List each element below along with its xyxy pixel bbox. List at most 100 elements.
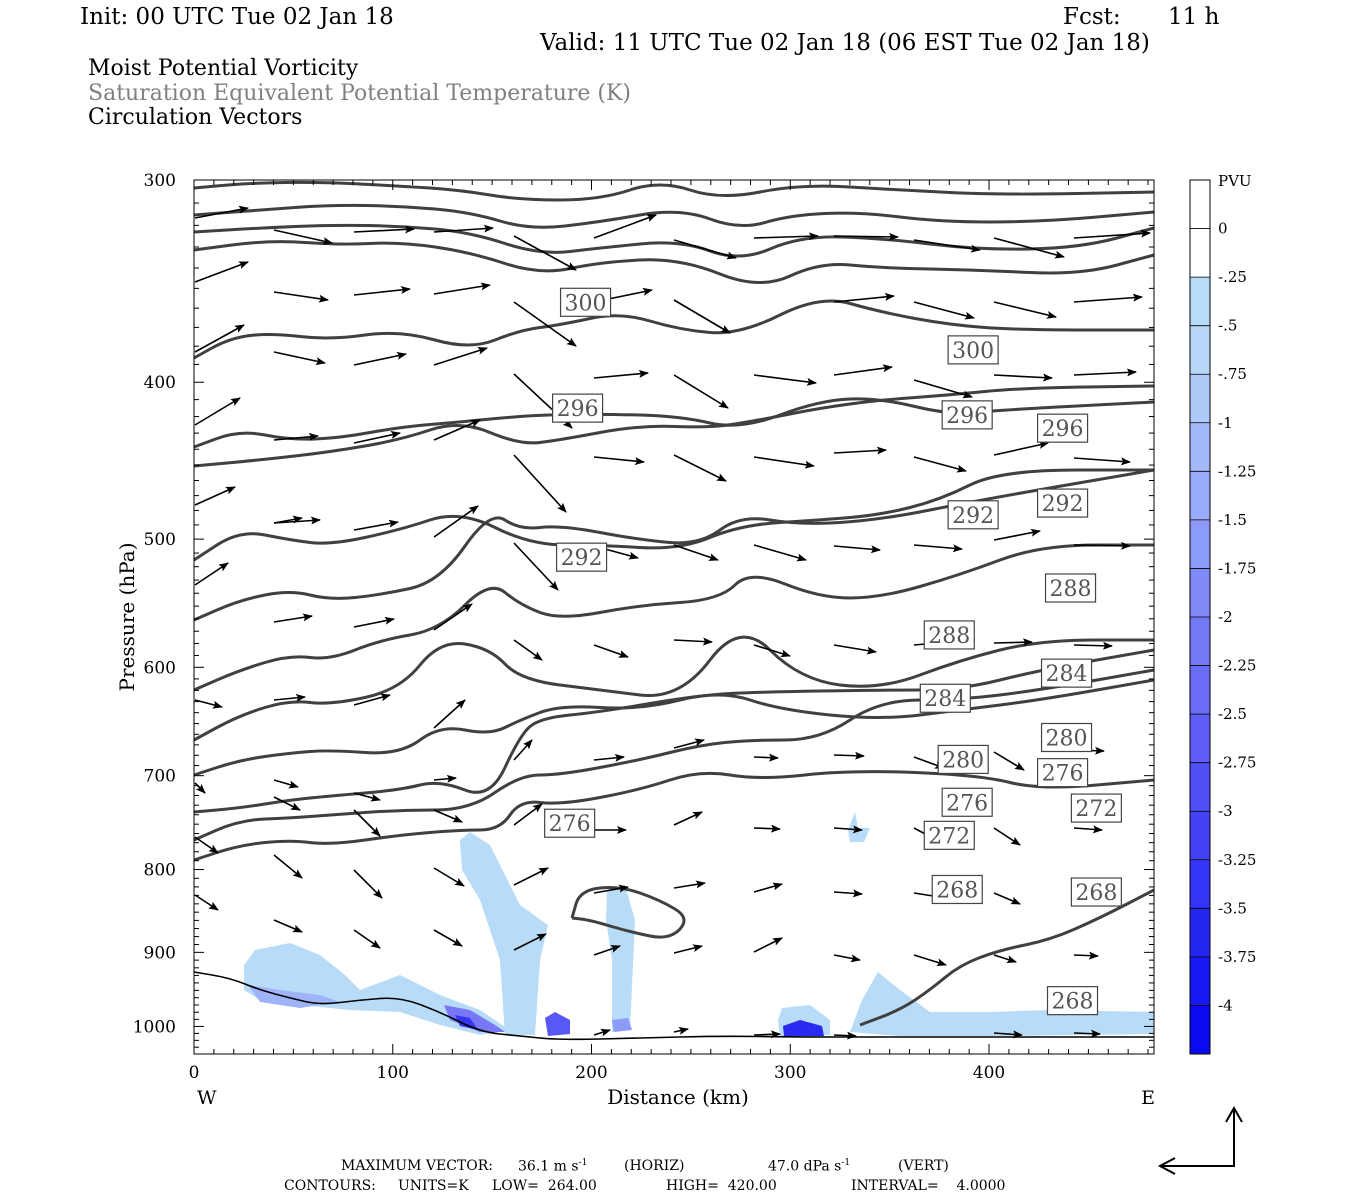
y-tick-label-400: 400 xyxy=(144,373,176,393)
circulation-vector-30 xyxy=(353,693,391,706)
contour-label-box-16 xyxy=(544,808,596,838)
colorbar-swatch-9 xyxy=(1190,617,1210,667)
circulation-vector-20 xyxy=(353,431,401,444)
circulation-vector-109 xyxy=(993,373,1053,382)
colorbar-swatch-0 xyxy=(1190,180,1210,230)
colorbar-title: PVU xyxy=(1218,172,1252,190)
contour-label-box-10 xyxy=(1040,658,1093,688)
circulation-vector-21 xyxy=(433,419,481,441)
contour-label-19: 268 xyxy=(936,878,978,903)
circulation-vector-40 xyxy=(433,867,465,887)
max-vector-label: MAXIMUM VECTOR: xyxy=(341,1158,493,1174)
contour-high: HIGH= 420.00 xyxy=(666,1178,777,1194)
circulation-vector-100 xyxy=(913,456,967,473)
circulation-vector-52 xyxy=(513,933,547,951)
circulation-vector-4 xyxy=(194,486,236,506)
circulation-vector-74 xyxy=(673,944,703,954)
circulation-vector-99 xyxy=(913,379,973,399)
circulation-vector-44 xyxy=(513,235,577,271)
colorbar-label-12: -3 xyxy=(1218,802,1233,820)
contours-label: CONTOURS: xyxy=(284,1178,376,1194)
circulation-vector-125 xyxy=(1073,825,1103,834)
circulation-vector-123 xyxy=(1073,641,1113,650)
circulation-vector-23 xyxy=(353,519,399,531)
west-label: W xyxy=(197,1087,217,1109)
circulation-vector-85 xyxy=(753,1030,781,1039)
circulation-vector-82 xyxy=(753,824,781,833)
circulation-vector-34 xyxy=(433,774,457,783)
valid-time: Valid: 11 UTC Tue 02 Jan 18 (06 EST Tue … xyxy=(540,30,1150,56)
circulation-vector-111 xyxy=(993,528,1041,541)
contour-label-box-14 xyxy=(1036,758,1089,788)
y-tick-label-300: 300 xyxy=(144,171,176,191)
x-tick-label-300: 300 xyxy=(774,1063,806,1083)
colorbar-swatch-15 xyxy=(1190,908,1210,958)
circulation-vector-89 xyxy=(833,446,887,455)
y-tick-label-600: 600 xyxy=(144,658,176,678)
contour-line-8 xyxy=(193,468,1155,622)
circulation-vector-45 xyxy=(513,301,577,347)
colorbar-swatch-14 xyxy=(1190,859,1210,909)
circulation-vector-69 xyxy=(673,544,719,561)
colorbar-swatch-16 xyxy=(1190,956,1210,1006)
circulation-vector-79 xyxy=(753,544,807,562)
contour-label-box-1 xyxy=(947,335,999,365)
colorbar-label-3: -.75 xyxy=(1218,365,1247,383)
contour-label-16: 276 xyxy=(549,812,591,837)
x-axis-label: Distance (km) xyxy=(607,1085,749,1109)
circulation-vector-77 xyxy=(753,374,817,386)
contour-line-7 xyxy=(193,468,1154,562)
plot-frame xyxy=(193,179,1155,1055)
circulation-vector-31 xyxy=(433,699,466,729)
circulation-vector-35 xyxy=(273,796,301,811)
pv-region-4 xyxy=(850,972,1154,1036)
contour-line-0 xyxy=(193,180,1155,202)
circulation-vector-18 xyxy=(433,346,488,366)
axis-ticks xyxy=(193,179,1154,1055)
colorbar-swatch-11 xyxy=(1190,714,1210,764)
contour-labels: 300 300 296 296 296 292 292 292 288 288 284 284 280 2… xyxy=(544,287,1122,1016)
circulation-vector-93 xyxy=(833,825,863,834)
circulation-vector-9 xyxy=(194,894,219,911)
contour-label-10: 284 xyxy=(1046,662,1088,687)
circulation-vector-72 xyxy=(673,811,703,826)
colorbar-label-15: -3.75 xyxy=(1218,948,1256,966)
circulation-vector-83 xyxy=(753,882,783,893)
circulation-vector-32 xyxy=(273,779,299,789)
circulation-vector-1 xyxy=(194,261,249,283)
pv-region-8 xyxy=(444,1005,505,1032)
circulation-vector-68 xyxy=(673,454,727,482)
contour-label-box-17 xyxy=(1070,793,1122,823)
circulation-vector-81 xyxy=(753,753,779,762)
circulation-vector-106 xyxy=(913,954,947,967)
contour-label-4: 296 xyxy=(1042,417,1084,442)
circulation-vector-91 xyxy=(833,644,877,655)
colorbar-label-13: -3.25 xyxy=(1218,851,1256,869)
circulation-vector-64 xyxy=(593,1028,611,1037)
circulation-vector-117 xyxy=(993,1030,1023,1039)
circulation-vector-12 xyxy=(433,224,494,233)
circulation-vector-48 xyxy=(513,542,559,591)
x-tick-label-0: 0 xyxy=(189,1063,200,1083)
contour-label-13: 280 xyxy=(942,748,984,773)
contour-low: LOW= 264.00 xyxy=(492,1178,597,1194)
circulation-vector-84 xyxy=(753,937,783,953)
circulation-vector-43 xyxy=(433,929,463,947)
contour-line-9 xyxy=(193,543,1154,692)
contour-line-5 xyxy=(193,397,1155,449)
circulation-vector-113 xyxy=(993,751,1025,771)
circulation-vector-119 xyxy=(1073,293,1143,303)
colorbar-swatch-4 xyxy=(1190,374,1210,424)
circulation-vector-63 xyxy=(593,945,621,956)
colorbar-label-8: -2 xyxy=(1218,608,1233,626)
circulation-vector-122 xyxy=(1073,541,1131,550)
pv-region-0 xyxy=(244,943,510,1035)
x-tick-label-400: 400 xyxy=(973,1063,1005,1083)
contour-label-box-13 xyxy=(937,744,989,775)
circulation-vector-16 xyxy=(273,351,326,366)
colorbar-swatch-12 xyxy=(1190,762,1210,812)
circulation-vector-27 xyxy=(353,616,395,628)
circulation-vector-42 xyxy=(353,929,381,949)
circulation-vector-15 xyxy=(433,282,491,295)
